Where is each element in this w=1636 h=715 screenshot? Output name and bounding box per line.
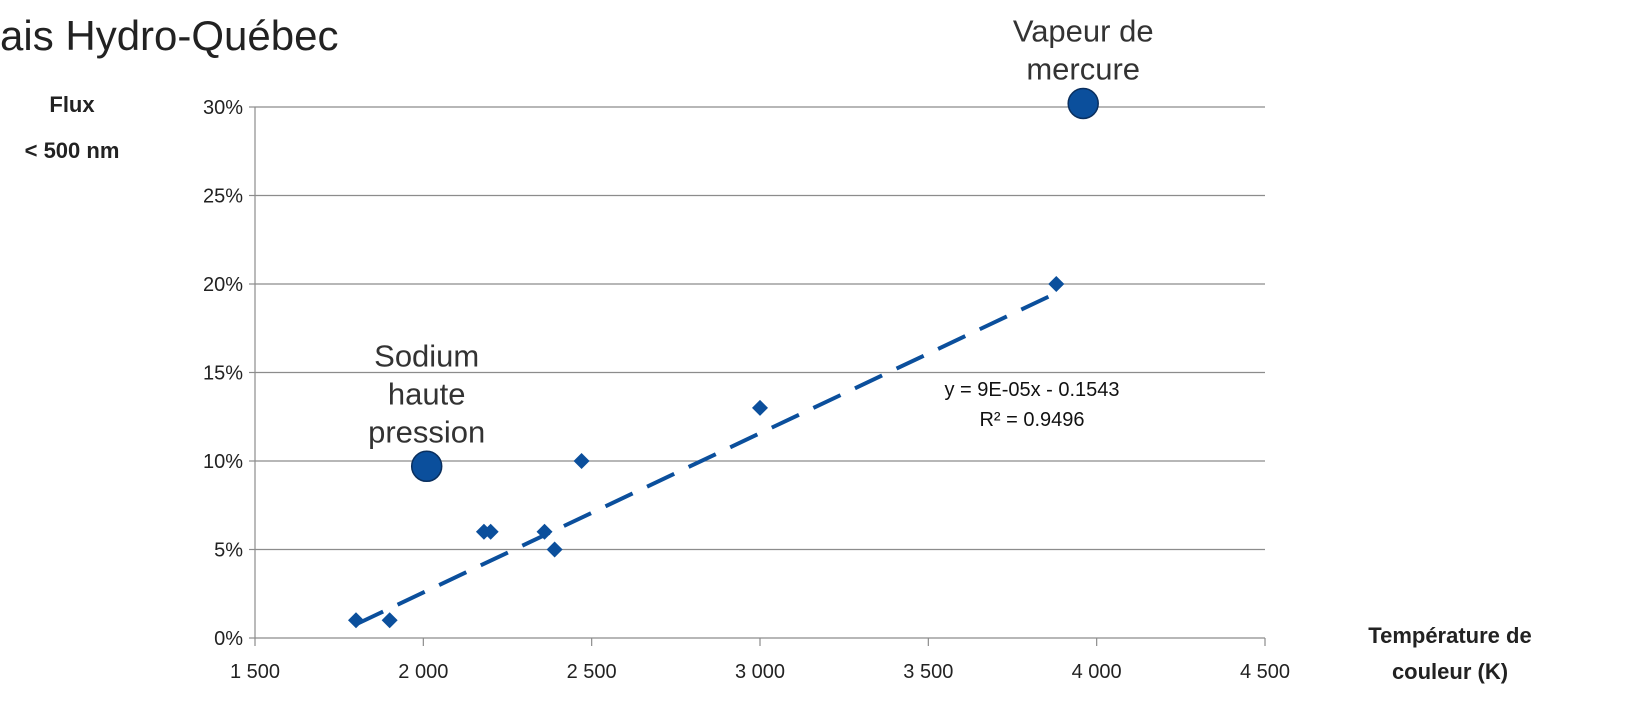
data-point-circle bbox=[1067, 87, 1099, 120]
y-tick-label: 25% bbox=[203, 186, 243, 208]
y-axis-label: Flux bbox=[49, 92, 95, 117]
point-annotation: haute bbox=[388, 376, 466, 411]
point-annotation: Sodium bbox=[374, 338, 479, 373]
y-tick-label: 30% bbox=[203, 97, 243, 119]
trendline-r2: R² = 0.9496 bbox=[979, 409, 1084, 431]
y-tick-label: 5% bbox=[214, 540, 243, 562]
data-point-diamond bbox=[482, 523, 499, 540]
chart-title: ais Hydro-Québec bbox=[0, 12, 338, 59]
point-annotation: pression bbox=[368, 414, 485, 449]
x-tick-label: 4 500 bbox=[1240, 661, 1290, 683]
y-tick-label: 0% bbox=[214, 628, 243, 650]
x-tick-label: 3 500 bbox=[903, 661, 953, 683]
chart-labels: Flux < 500 nm Température de couleur (K) y =… bbox=[25, 13, 1532, 684]
data-point-diamond bbox=[381, 612, 398, 629]
x-tick-label: 2 500 bbox=[567, 661, 617, 683]
axes: 0% 5% 10% 15% 20% 25% 30% 1 500 2 000 2 500 3 000 3… bbox=[203, 97, 1290, 683]
x-tick-label: 1 500 bbox=[230, 661, 280, 683]
trendline-equation: y = 9E-05x - 0.1543 bbox=[944, 379, 1119, 401]
point-annotation: mercure bbox=[1026, 51, 1140, 86]
data-point-diamond bbox=[546, 541, 563, 558]
data-point-circle bbox=[410, 450, 443, 483]
data-point-diamond bbox=[1048, 276, 1065, 292]
x-tick-label: 4 000 bbox=[1072, 661, 1122, 683]
trendline bbox=[355, 292, 1054, 627]
y-tick-label: 10% bbox=[203, 451, 243, 473]
data-point-diamond bbox=[536, 523, 553, 540]
trendline-path bbox=[355, 292, 1054, 627]
x-axis-label: couleur (K) bbox=[1392, 659, 1508, 684]
y-axis-label: < 500 nm bbox=[25, 138, 120, 163]
x-tick-label: 2 000 bbox=[398, 661, 448, 683]
data-point-diamond bbox=[573, 453, 590, 469]
y-tick-label: 20% bbox=[203, 274, 243, 296]
y-tick-label: 15% bbox=[203, 363, 243, 385]
data-points bbox=[348, 87, 1099, 629]
x-axis-label: Température de bbox=[1368, 623, 1531, 648]
data-point-diamond bbox=[752, 399, 768, 416]
point-annotation: Vapeur de bbox=[1013, 13, 1154, 48]
data-point-diamond bbox=[348, 612, 364, 629]
x-tick-label: 3 000 bbox=[735, 661, 785, 683]
